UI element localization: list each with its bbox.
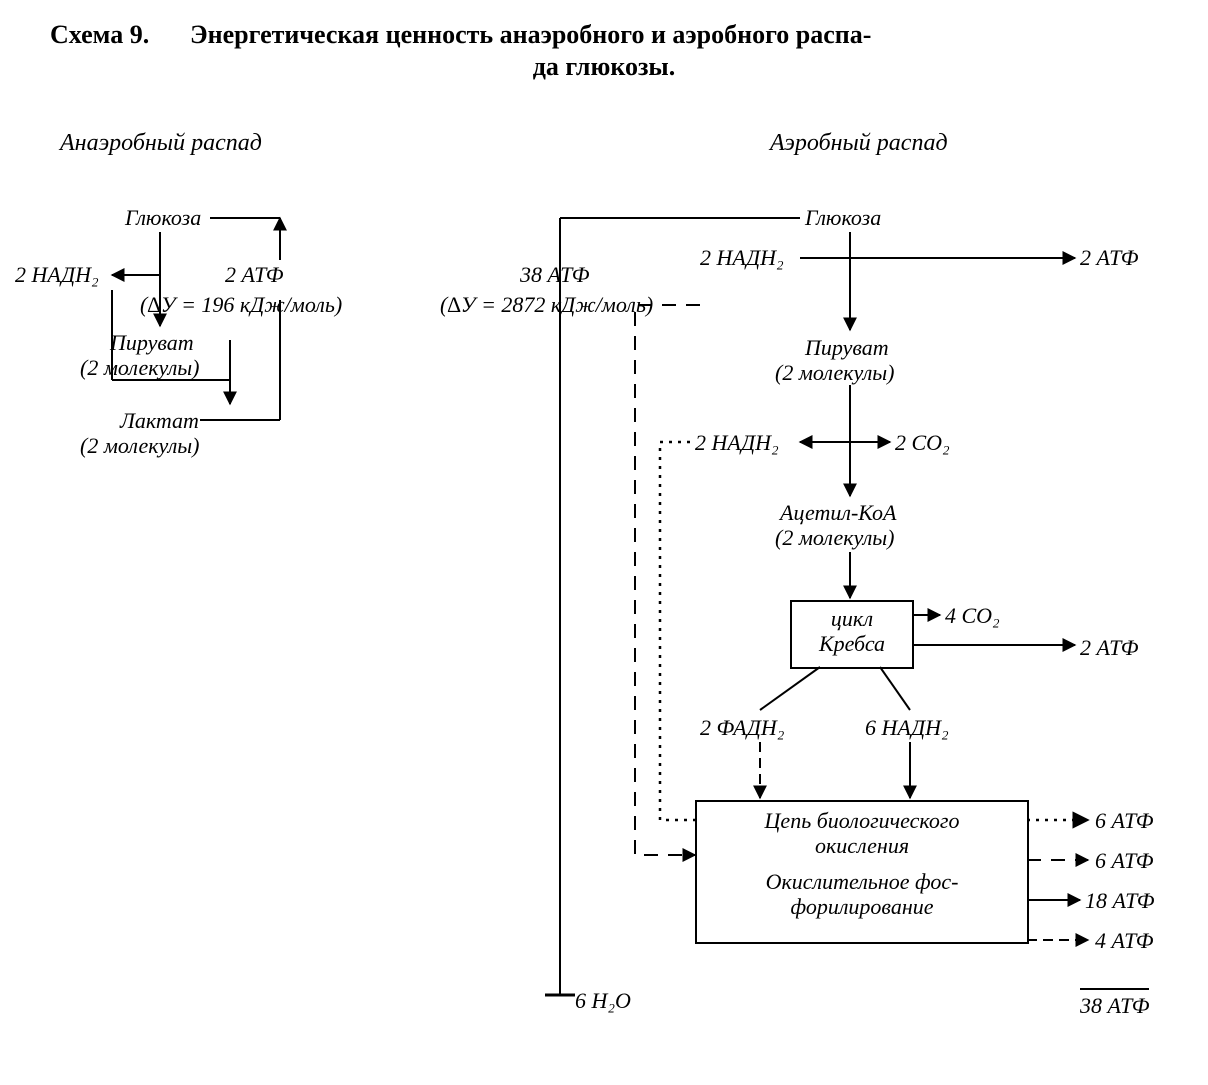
- right-pyruvate2: (2 молекулы): [775, 360, 895, 385]
- right-glucose: Глюкоза: [805, 205, 881, 230]
- right-atp4: 4 АТФ: [1095, 928, 1153, 953]
- left-dg: (∆У = 196 кДж/моль): [140, 292, 342, 317]
- left-pyruvate1: Пируват: [110, 330, 194, 355]
- right-atp38: 38 АТФ: [520, 262, 589, 287]
- right-nadh2-top: 2 НАДН₂: [700, 245, 784, 270]
- right-h2o: 6 Н₂О: [575, 988, 631, 1013]
- krebs-l2: Кребса: [792, 631, 912, 656]
- left-atp2: 2 АТФ: [225, 262, 283, 287]
- left-pyruvate2: (2 молекулы): [80, 355, 200, 380]
- right-acetyl2: (2 молекулы): [775, 525, 895, 550]
- right-atp18: 18 АТФ: [1085, 888, 1154, 913]
- left-nadh2: 2 НАДН₂: [15, 262, 99, 287]
- right-fadh2: 2 ФАДН₂: [700, 715, 784, 740]
- left-glucose: Глюкоза: [125, 205, 201, 230]
- right-atp6a: 6 АТФ: [1095, 808, 1153, 833]
- oxchain-l2: окисления: [697, 833, 1027, 858]
- right-heading: Аэробный распад: [770, 130, 948, 158]
- right-total: 38 АТФ: [1080, 988, 1149, 1018]
- right-atp6b: 6 АТФ: [1095, 848, 1153, 873]
- oxchain-l4: форилирование: [697, 894, 1027, 919]
- oxchain-box: Цепь биологического окисления Окислитель…: [695, 800, 1029, 944]
- right-nadh2-6: 6 НАДН₂: [865, 715, 949, 740]
- title-rest: Энергетическая ценность анаэробного и аэ…: [190, 20, 871, 50]
- right-acetyl1: Ацетил-КоА: [780, 500, 896, 525]
- oxchain-l1: Цепь биологического: [697, 808, 1027, 833]
- left-heading: Анаэробный распад: [60, 130, 262, 158]
- krebs-box: цикл Кребса: [790, 600, 914, 669]
- right-atp2-top: 2 АТФ: [1080, 245, 1138, 270]
- right-dg: (∆У = 2872 кДж/моль): [440, 292, 653, 317]
- right-pyruvate1: Пируват: [805, 335, 889, 360]
- left-lactate1: Лактат: [120, 408, 199, 433]
- title-bold: Схема 9.: [50, 20, 149, 50]
- oxchain-l3: Окислительное фос-: [697, 869, 1027, 894]
- right-co2-4: 4 CO₂: [945, 603, 1000, 628]
- left-lactate2: (2 молекулы): [80, 433, 200, 458]
- right-atp2-krebs: 2 АТФ: [1080, 635, 1138, 660]
- right-nadh2-mid: 2 НАДН₂: [695, 430, 779, 455]
- krebs-l1: цикл: [792, 606, 912, 631]
- title-line2: да глюкозы.: [0, 52, 1208, 82]
- right-co2-2: 2 CO₂: [895, 430, 950, 455]
